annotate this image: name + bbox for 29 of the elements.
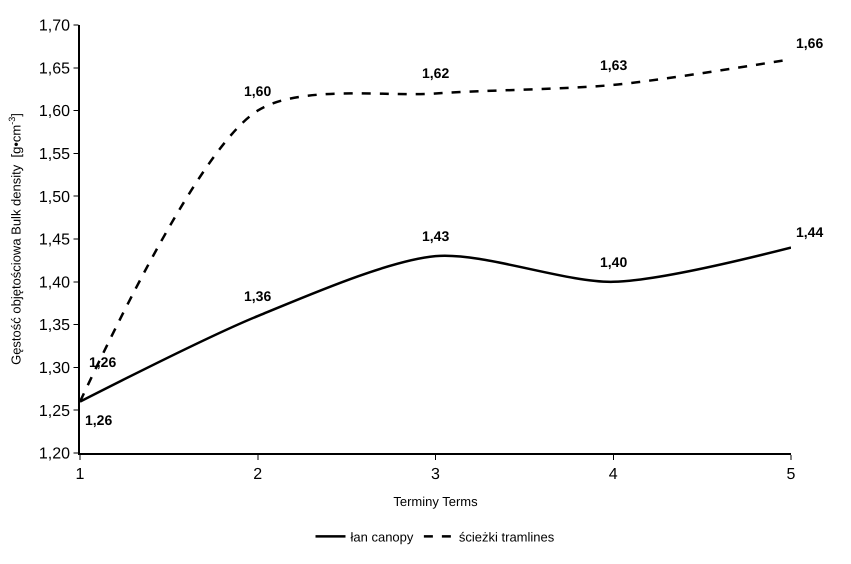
x-tick-label: 1 [76, 466, 85, 483]
y-tick-label: 1,55 [38, 146, 70, 163]
data-label: 1,62 [422, 65, 450, 81]
data-label: 1,66 [796, 35, 824, 51]
x-tick-label: 5 [786, 466, 796, 483]
data-label: 1,60 [244, 83, 272, 99]
data-label: 1,26 [85, 412, 112, 428]
y-tick-label: 1,50 [38, 188, 70, 206]
data-label: 1,44 [796, 224, 824, 240]
x-tick-label: 2 [253, 466, 262, 483]
data-label: 1,43 [422, 228, 450, 244]
y-tick-label: 1,30 [38, 360, 70, 377]
data-label: 1,26 [89, 354, 116, 370]
y-tick-label: 1,25 [38, 402, 70, 420]
x-axis-title: Terminy Terms [393, 494, 478, 510]
x-tick-label: 4 [608, 466, 618, 483]
y-tick-label: 1,65 [38, 60, 70, 78]
data-label: 1,40 [600, 254, 628, 270]
legend-label: ścieżki tramlines [458, 530, 555, 544]
data-label: 1,36 [244, 288, 272, 304]
y-tick-label: 1,20 [38, 446, 70, 463]
y-tick-label: 1,40 [38, 274, 70, 292]
legend-label: łan canopy [350, 530, 414, 544]
y-tick-label: 1,45 [38, 232, 70, 249]
y-tick-label: 1,70 [38, 18, 70, 35]
x-tick-label: 3 [431, 466, 440, 483]
y-tick-label: 1,35 [38, 317, 70, 334]
y-tick-label: 1,60 [38, 103, 70, 120]
data-label: 1,63 [600, 57, 628, 73]
